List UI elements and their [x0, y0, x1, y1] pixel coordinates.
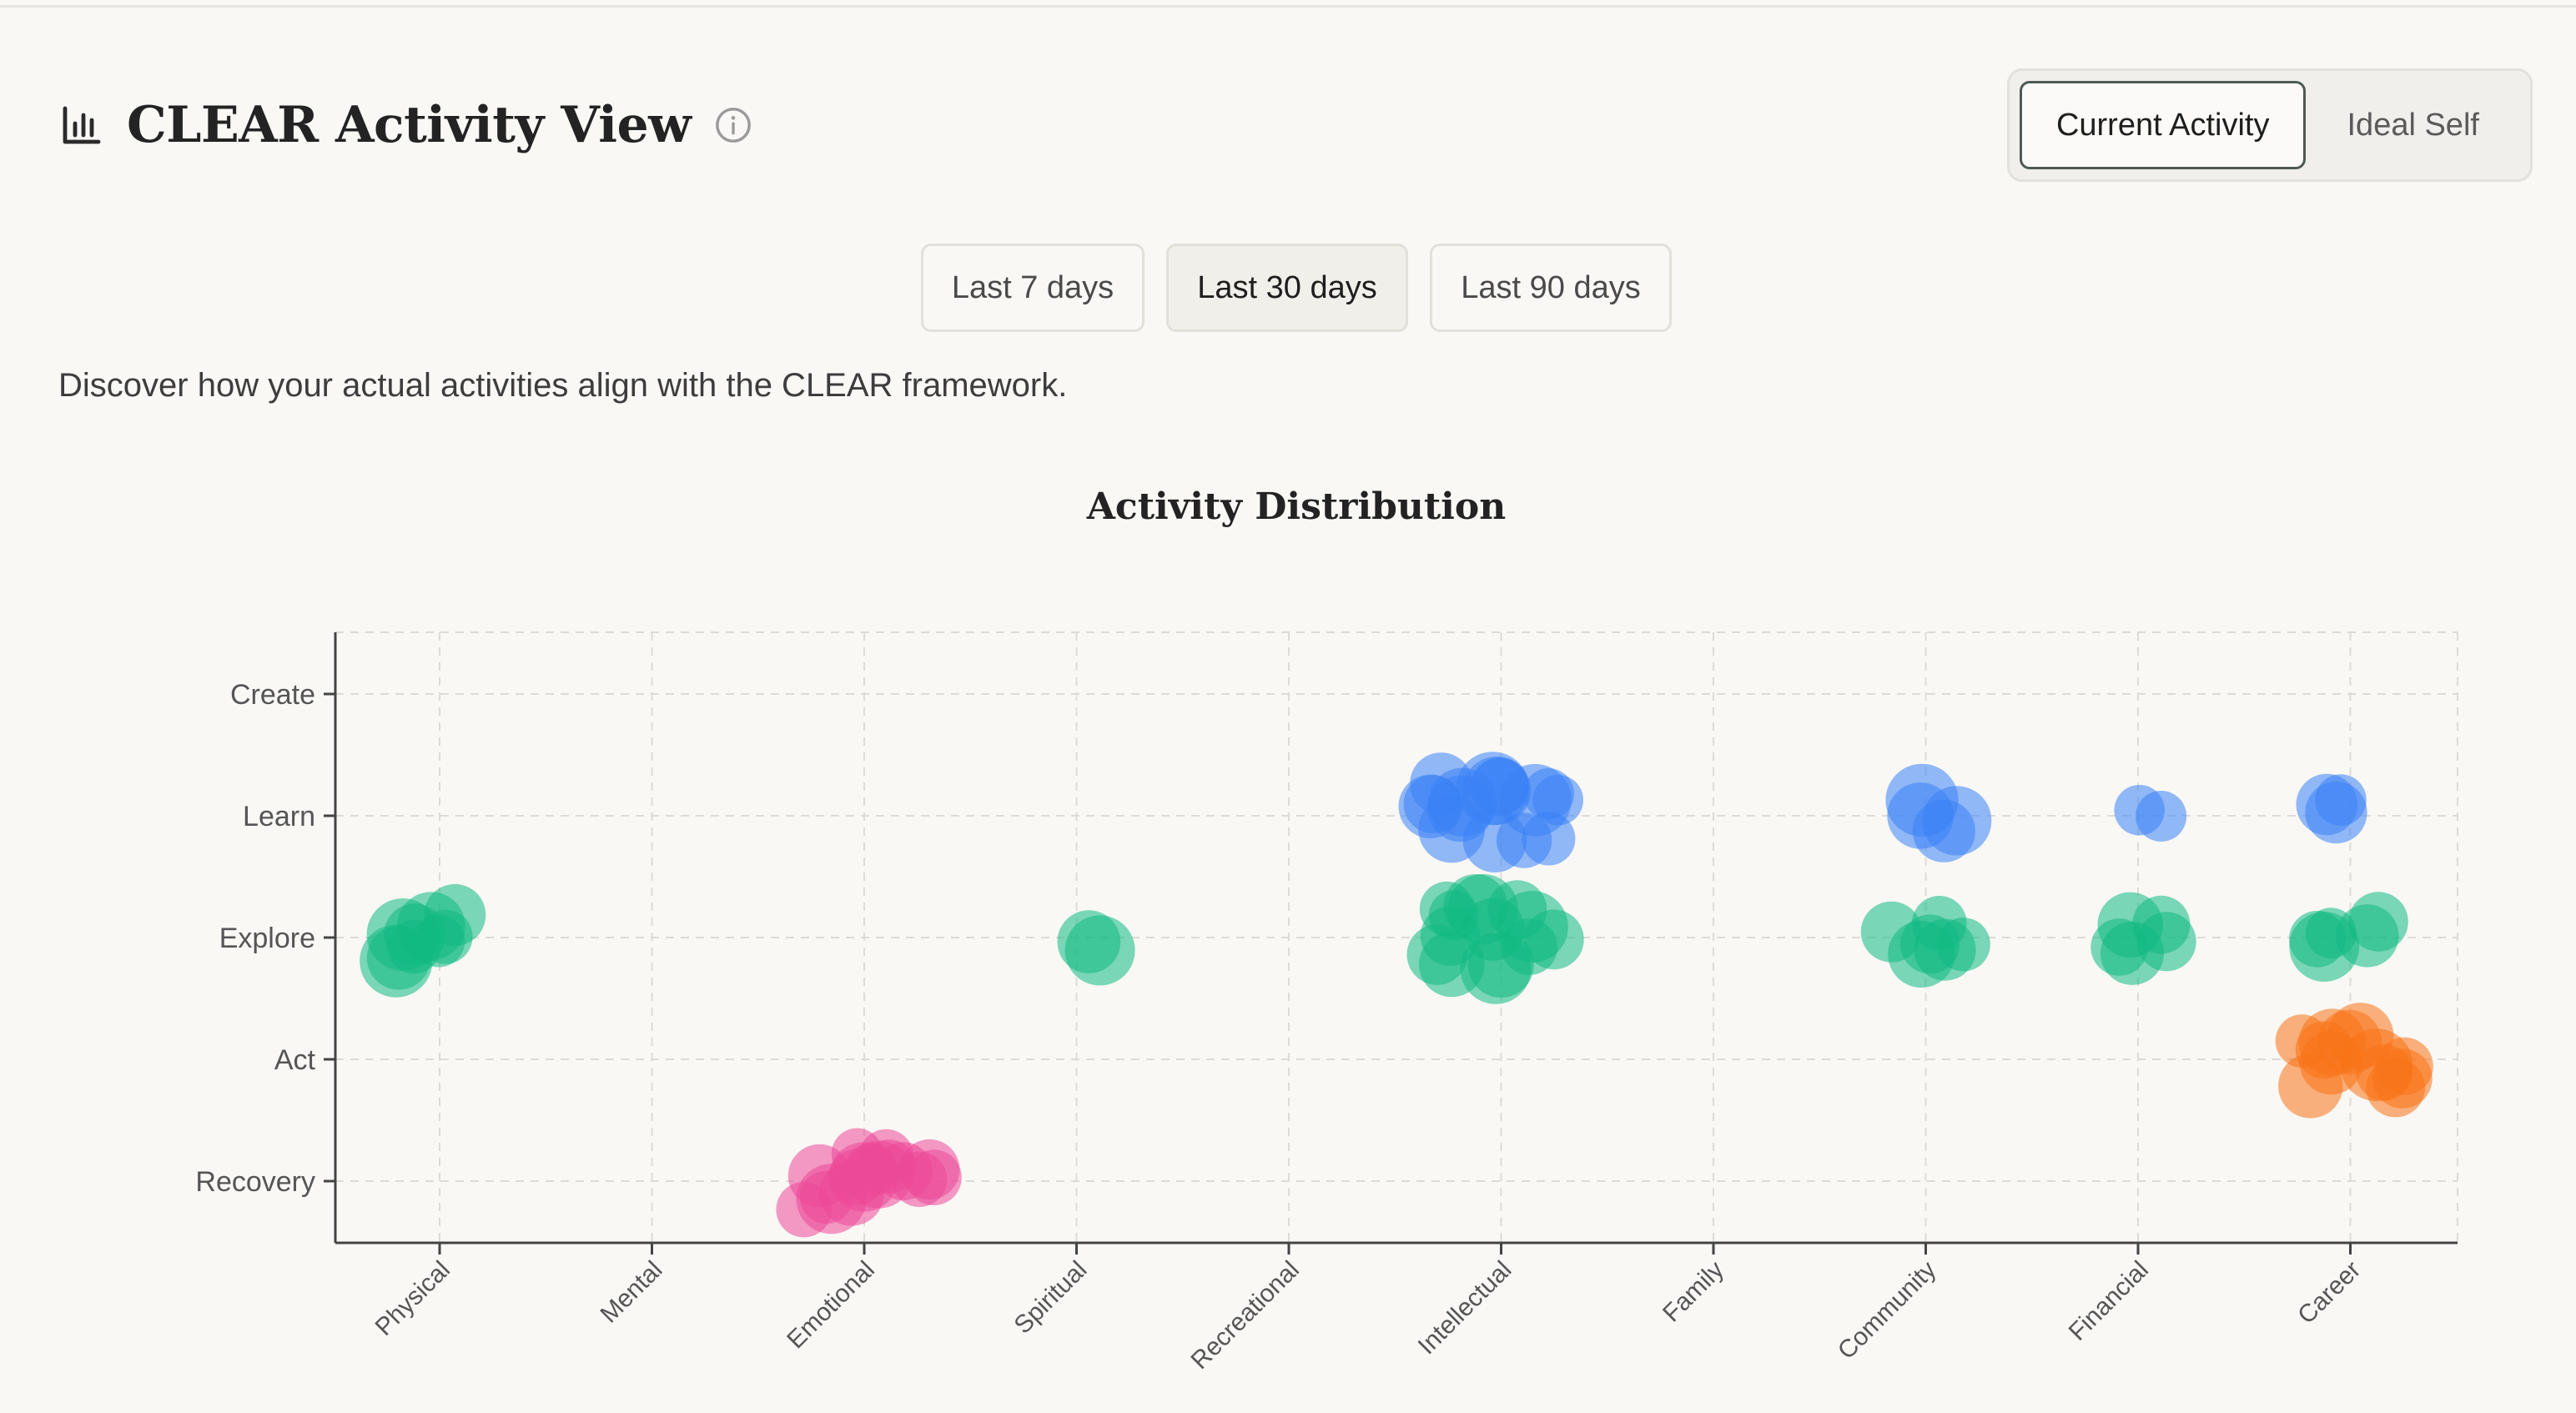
- activity-point-financial-learn[interactable]: [2136, 791, 2187, 842]
- activity-point-career-act[interactable]: [2299, 1031, 2363, 1095]
- bar-chart-icon: [63, 106, 101, 144]
- x-tick-label-financial: Financial: [2064, 1256, 2154, 1346]
- current-activity-tab[interactable]: Current Activity: [2020, 81, 2307, 169]
- activity-point-intellectual-learn[interactable]: [1522, 768, 1574, 819]
- x-tick-label-physical: Physical: [370, 1256, 455, 1341]
- activity-point-physical-explore[interactable]: [366, 898, 440, 971]
- activity-point-spiritual-explore[interactable]: [1057, 910, 1121, 973]
- chart-points: [360, 752, 2433, 1238]
- x-tick-label-community: Community: [1833, 1256, 1942, 1365]
- activity-point-career-act[interactable]: [2375, 1037, 2433, 1095]
- activity-point-emotional-recovery[interactable]: [796, 1164, 867, 1234]
- chart-title: Activity Distribution: [1086, 485, 1506, 528]
- x-tick-label-recreational: Recreational: [1186, 1256, 1305, 1375]
- info-icon[interactable]: [714, 106, 752, 144]
- time-range-selector: Last 7 days Last 30 days Last 90 days: [921, 244, 1672, 332]
- activity-point-career-explore[interactable]: [2348, 892, 2408, 952]
- x-tick-label-intellectual: Intellectual: [1413, 1256, 1517, 1360]
- y-tick-label-learn: Learn: [243, 801, 315, 832]
- x-tick-label-career: Career: [2292, 1256, 2366, 1330]
- x-tick-label-spiritual: Spiritual: [1009, 1256, 1092, 1340]
- view-mode-toggle: Current Activity Ideal Self: [2007, 68, 2533, 182]
- activity-point-career-learn[interactable]: [2315, 774, 2367, 826]
- y-tick-label-create: Create: [230, 679, 315, 711]
- x-tick-label-mental: Mental: [595, 1256, 667, 1329]
- page-title: CLEAR Activity View: [127, 96, 692, 154]
- chart-axes: Recovery Act Explore Learn Create Physical Men…: [195, 632, 2458, 1375]
- page-header: CLEAR Activity View: [58, 92, 752, 158]
- x-tick-label-family: Family: [1658, 1256, 1729, 1328]
- y-tick-label-act: Act: [274, 1044, 316, 1076]
- last-30-days-button[interactable]: Last 30 days: [1166, 244, 1408, 332]
- activity-point-intellectual-explore[interactable]: [1460, 933, 1532, 1004]
- activity-point-career-explore[interactable]: [2289, 910, 2346, 968]
- ideal-self-tab[interactable]: Ideal Self: [2347, 107, 2479, 143]
- activity-distribution-chart: Activity Distribution Recovery Act Explore…: [195, 485, 2458, 1375]
- description-text: Discover how your actual activities alig…: [58, 367, 1068, 404]
- activity-point-emotional-recovery[interactable]: [899, 1139, 960, 1200]
- last-7-days-button[interactable]: Last 7 days: [921, 244, 1145, 332]
- y-tick-label-recovery: Recovery: [195, 1166, 315, 1198]
- activity-point-intellectual-learn[interactable]: [1428, 767, 1497, 837]
- activity-point-financial-explore[interactable]: [2101, 921, 2164, 985]
- activity-point-intellectual-explore[interactable]: [1523, 909, 1584, 970]
- last-90-days-button[interactable]: Last 90 days: [1430, 244, 1672, 332]
- x-tick-label-emotional: Emotional: [782, 1256, 880, 1355]
- activity-point-intellectual-learn[interactable]: [1522, 812, 1576, 866]
- activity-point-community-explore[interactable]: [1912, 896, 1967, 951]
- activity-point-community-explore[interactable]: [1860, 901, 1922, 963]
- top-divider: [0, 5, 2576, 8]
- y-tick-label-explore: Explore: [219, 923, 315, 954]
- activity-point-community-learn[interactable]: [1885, 763, 1959, 837]
